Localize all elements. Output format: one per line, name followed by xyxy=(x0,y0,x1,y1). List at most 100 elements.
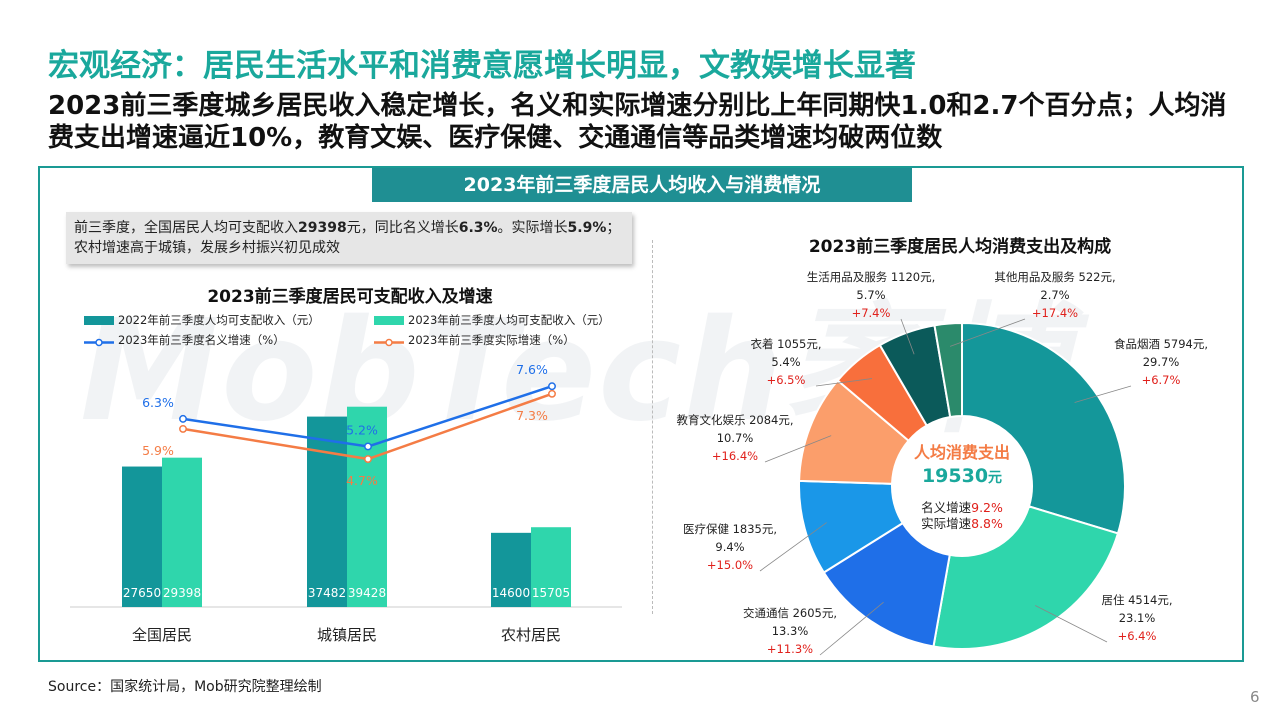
slice-name-label: 医疗保健 1835元, xyxy=(683,522,777,536)
growth-point xyxy=(179,414,187,423)
donut-slice xyxy=(933,321,963,419)
slice-share-label: 10.7% xyxy=(717,431,754,445)
growth-point xyxy=(548,382,556,391)
growth-point xyxy=(179,424,187,433)
leader-line xyxy=(1074,385,1132,403)
x-tick-label: 全国居民 xyxy=(132,626,192,644)
center-growth-label: 名义增速 xyxy=(921,500,972,515)
donut-slice xyxy=(961,321,1126,535)
legend-label-2022: 2022年前三季度人均可支配收入（元） xyxy=(118,313,320,327)
slice-growth-label: +11.3% xyxy=(767,642,813,656)
income-bar xyxy=(307,416,347,607)
source-note: Source：国家统计局，Mob研究院整理绘制 xyxy=(48,679,322,695)
page-title: 宏观经济：居民生活水平和消费意愿增长明显，文教娱增长显著 xyxy=(48,48,916,84)
center-label: 人均消费支出 xyxy=(914,443,1010,462)
slice-growth-label: +15.0% xyxy=(707,558,753,572)
slice-growth-label: +16.4% xyxy=(712,449,758,463)
note-text-2: 元，同比名义增长 xyxy=(346,220,459,236)
income-bar xyxy=(122,466,162,607)
page-subtitle: 2023前三季度城乡居民收入稳定增长，名义和实际增速分别比上年同期快1.0和2.… xyxy=(48,91,1227,153)
income-bar xyxy=(347,406,387,607)
leader-line xyxy=(1035,605,1108,643)
content-frame xyxy=(38,166,1244,662)
bar-value-label: 37482 xyxy=(308,586,346,600)
legend-line-nominal xyxy=(84,336,114,346)
slice-name-label: 衣着 1055元, xyxy=(750,337,821,351)
center-value-number: 19530 xyxy=(922,465,988,487)
x-tick-label: 城镇居民 xyxy=(317,626,377,644)
note-text-1: 前三季度，全国居民人均可支配收入 xyxy=(74,220,298,236)
page-number: 6 xyxy=(1250,688,1260,706)
note-value-income: 29398 xyxy=(298,220,347,236)
slice-share-label: 2.7% xyxy=(1040,288,1069,302)
slice-growth-label: +7.4% xyxy=(852,306,891,320)
slice-growth-label: +6.4% xyxy=(1118,629,1157,643)
growth-label: 5.2% xyxy=(346,422,378,437)
note-value-nominal: 6.3% xyxy=(458,220,498,236)
bar-value-label: 14600 xyxy=(492,586,530,600)
legend-swatch-2023 xyxy=(374,315,404,325)
legend-item-2023-income: 2023年前三季度人均可支配收入（元） xyxy=(374,312,610,328)
slice-name-label: 其他用品及服务 522元, xyxy=(994,270,1115,284)
center-growth-label: 实际增速 xyxy=(921,516,972,531)
leader-line xyxy=(949,318,1026,347)
divider xyxy=(652,240,653,614)
leader-line xyxy=(900,318,915,355)
slice-share-label: 9.4% xyxy=(715,540,744,554)
center-growth-value: 9.2% xyxy=(971,500,1003,515)
legend-label-2023: 2023年前三季度人均可支配收入（元） xyxy=(408,313,610,327)
center-value-unit: 元 xyxy=(988,470,1002,486)
growth-label: 7.3% xyxy=(516,408,548,423)
legend-item-nominal: 2023年前三季度名义增速（%） xyxy=(84,332,285,348)
legend-item-2022-income: 2022年前三季度人均可支配收入（元） xyxy=(84,312,320,328)
slice-name-label: 教育文化娱乐 2084元, xyxy=(676,413,793,427)
consumption-chart-title: 2023前三季度居民人均消费支出及构成 xyxy=(808,237,1112,257)
growth-point xyxy=(364,442,372,451)
growth-point xyxy=(548,389,556,398)
legend-line-real xyxy=(374,336,404,346)
slice-share-label: 23.1% xyxy=(1119,611,1156,625)
slice-name-label: 居住 4514元, xyxy=(1101,593,1172,607)
slice-share-label: 13.3% xyxy=(772,624,809,638)
slice-share-label: 29.7% xyxy=(1143,355,1180,369)
growth-label: 6.3% xyxy=(142,395,174,410)
leader-line xyxy=(759,522,827,572)
income-note: 前三季度，全国居民人均可支配收入29398元，同比名义增长6.3%。实际增长5.… xyxy=(66,212,632,264)
center-value: 19530元 xyxy=(922,465,1002,487)
donut-slice xyxy=(932,505,1120,650)
bar-value-label: 29398 xyxy=(163,586,201,600)
note-value-real: 5.9% xyxy=(567,220,607,236)
leader-line xyxy=(764,435,832,463)
growth-point xyxy=(364,455,372,463)
center-nominal-growth: 名义增速9.2% xyxy=(921,500,1003,515)
bar-value-label: 39428 xyxy=(348,586,386,600)
slice-name-label: 食品烟酒 5794元, xyxy=(1114,337,1208,351)
note-text-3: 。实际增长 xyxy=(497,220,568,236)
growth-label: 4.7% xyxy=(346,473,378,488)
legend-item-real: 2023年前三季度实际增速（%） xyxy=(374,332,575,348)
growth-label: 7.6% xyxy=(516,362,548,377)
slice-name-label: 生活用品及服务 1120元, xyxy=(807,270,936,284)
bar-value-label: 27650 xyxy=(123,586,161,600)
center-growth-value: 8.8% xyxy=(971,516,1003,531)
slice-name-label: 交通通信 2605元, xyxy=(743,606,837,620)
note-text-4: ；农村增速高于城镇，发展乡村振兴初见成效 xyxy=(74,220,621,256)
leader-line xyxy=(815,378,873,387)
bar-value-label: 15705 xyxy=(532,586,570,600)
slice-growth-label: +6.7% xyxy=(1142,373,1181,387)
income-bar xyxy=(491,532,531,607)
income-bar xyxy=(531,527,571,607)
legend-label-nominal: 2023年前三季度名义增速（%） xyxy=(118,333,285,347)
income-bar xyxy=(162,457,202,607)
income-chart-title: 2023前三季度居民可支配收入及增速 xyxy=(207,287,493,307)
slice-share-label: 5.4% xyxy=(771,355,800,369)
x-tick-label: 农村居民 xyxy=(501,626,561,644)
slice-growth-label: +17.4% xyxy=(1032,306,1078,320)
leader-line xyxy=(819,601,884,656)
growth-label: 5.9% xyxy=(142,443,174,458)
legend-label-real: 2023年前三季度实际增速（%） xyxy=(408,333,575,347)
section-banner: 2023年前三季度居民人均收入与消费情况 xyxy=(372,168,912,202)
slice-share-label: 5.7% xyxy=(856,288,885,302)
